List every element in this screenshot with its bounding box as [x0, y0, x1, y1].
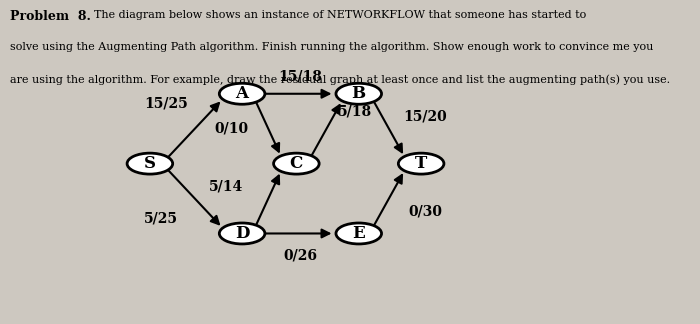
Text: 5/14: 5/14 — [209, 179, 243, 193]
Text: solve using the Augmenting Path algorithm. Finish running the algorithm. Show en: solve using the Augmenting Path algorith… — [10, 42, 654, 52]
Text: 0/30: 0/30 — [408, 204, 442, 218]
Text: 15/18: 15/18 — [279, 69, 323, 83]
Text: The diagram below shows an instance of NETWORKFLOW that someone has started to: The diagram below shows an instance of N… — [10, 10, 587, 20]
Text: E: E — [352, 225, 365, 242]
Text: D: D — [235, 225, 249, 242]
Circle shape — [274, 153, 319, 174]
Text: are using the algorithm. For example, draw the residual graph at least once and : are using the algorithm. For example, dr… — [10, 75, 671, 85]
Text: 5/18: 5/18 — [337, 104, 372, 118]
Text: T: T — [415, 155, 427, 172]
Text: 5/25: 5/25 — [144, 212, 178, 226]
Circle shape — [219, 83, 265, 104]
Text: Problem  8.: Problem 8. — [10, 10, 92, 23]
Text: 15/25: 15/25 — [144, 97, 188, 111]
Text: 0/10: 0/10 — [214, 122, 248, 136]
Circle shape — [219, 223, 265, 244]
Text: 0/26: 0/26 — [284, 249, 317, 263]
Text: 15/20: 15/20 — [403, 109, 447, 123]
Text: S: S — [144, 155, 156, 172]
Text: A: A — [236, 85, 248, 102]
Text: B: B — [351, 85, 366, 102]
Circle shape — [336, 223, 382, 244]
Text: C: C — [290, 155, 303, 172]
Circle shape — [398, 153, 444, 174]
Circle shape — [127, 153, 173, 174]
Circle shape — [336, 83, 382, 104]
